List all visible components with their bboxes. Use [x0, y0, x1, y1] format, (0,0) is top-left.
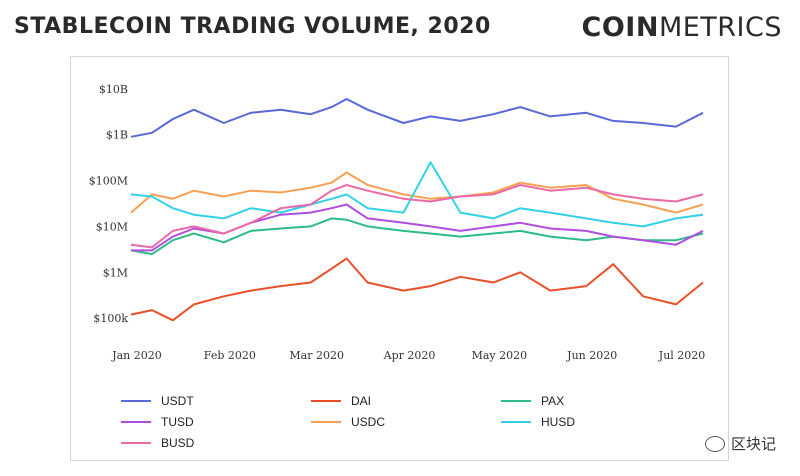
- legend-item-usdt[interactable]: USDT: [121, 392, 311, 409]
- x-tick-label: Jul 2020: [658, 349, 706, 362]
- legend-swatch: [501, 420, 531, 423]
- legend-item-husd[interactable]: HUSD: [501, 413, 691, 430]
- x-tick-label: Apr 2020: [383, 349, 436, 362]
- series-line-dai: [130, 257, 704, 322]
- wechat-icon: [704, 435, 725, 452]
- x-tick-label: Jan 2020: [111, 349, 162, 362]
- watermark-text: 区块记: [730, 435, 776, 453]
- legend: USDT DAI PAX TUSD USDC HUSD BUSD: [121, 392, 691, 451]
- y-tick-label: $1B: [106, 129, 128, 142]
- series-line-husd: [130, 161, 704, 228]
- y-tick-label: $100M: [89, 175, 128, 188]
- legend-item-dai[interactable]: DAI: [311, 392, 501, 409]
- legend-item-tusd[interactable]: TUSD: [121, 413, 311, 430]
- legend-label: HUSD: [541, 414, 576, 429]
- legend-swatch: [121, 399, 151, 402]
- legend-swatch: [311, 399, 341, 402]
- legend-label: TUSD: [161, 414, 194, 429]
- legend-label: USDT: [161, 393, 194, 408]
- legend-label: USDC: [351, 414, 386, 429]
- legend-swatch: [121, 420, 151, 423]
- legend-label: BUSD: [161, 435, 195, 450]
- series-line-usdt: [130, 98, 704, 138]
- legend-item-busd[interactable]: BUSD: [121, 434, 311, 451]
- line-chart: $10B $1B $100M $10M $1M $100k Jan 2020 Feb 2020…: [89, 83, 706, 362]
- x-tick-label: Feb 2020: [204, 349, 256, 362]
- x-tick-label: Jun 2020: [566, 349, 617, 362]
- series-line-busd: [130, 184, 704, 249]
- legend-swatch: [501, 399, 531, 402]
- legend-item-usdc[interactable]: USDC: [311, 413, 501, 430]
- chart-title: STABLECOIN TRADING VOLUME, 2020: [14, 14, 491, 39]
- legend-swatch: [121, 441, 151, 444]
- legend-label: PAX: [541, 393, 565, 408]
- legend-swatch: [311, 420, 341, 423]
- x-tick-label: May 2020: [472, 349, 528, 362]
- series-line-tusd: [131, 203, 704, 252]
- y-tick-label: $100k: [93, 312, 128, 325]
- watermark: 区块记: [704, 433, 776, 454]
- legend-item-pax[interactable]: PAX: [501, 392, 691, 409]
- coinmetrics-logo: COINMETRICS: [582, 12, 782, 43]
- x-tick-label: Mar 2020: [289, 349, 344, 362]
- y-tick-label: $10M: [96, 220, 128, 233]
- series-line-pax: [130, 217, 704, 256]
- logo-metrics: METRICS: [658, 12, 782, 43]
- series-line-usdc: [130, 171, 704, 214]
- y-tick-label: $10B: [99, 83, 128, 96]
- y-tick-label: $1M: [103, 266, 128, 279]
- chart-panel: $10B $1B $100M $10M $1M $100k Jan 2020 Feb 2020…: [70, 56, 729, 461]
- logo-coin: COIN: [581, 12, 659, 43]
- legend-label: DAI: [351, 393, 372, 408]
